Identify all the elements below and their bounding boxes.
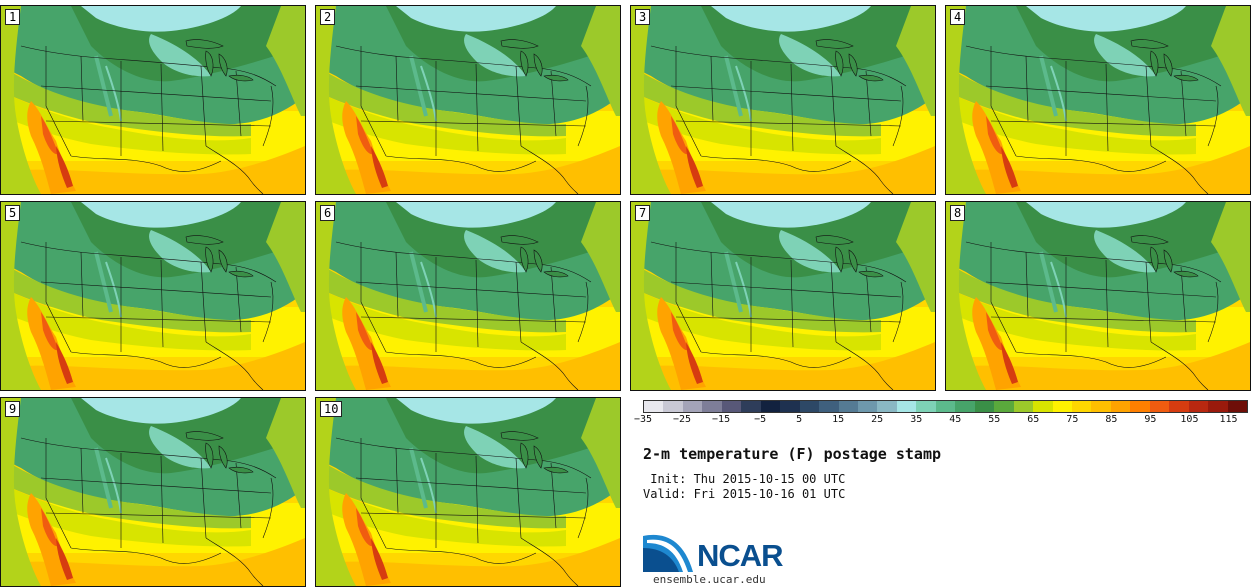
colorbar-cell bbox=[682, 401, 703, 412]
colorbar-cell bbox=[1091, 401, 1111, 412]
colorbar-cell bbox=[819, 401, 839, 412]
init-time: Init: Thu 2015-10-15 00 UTC bbox=[643, 472, 846, 486]
member-label: 3 bbox=[635, 9, 651, 25]
colorbar-tick-label: 65 bbox=[1027, 414, 1040, 425]
colorbar-tick-label: 5 bbox=[796, 414, 803, 425]
temperature-map bbox=[1, 6, 305, 194]
member-label: 5 bbox=[5, 205, 21, 221]
colorbar-cell bbox=[994, 401, 1014, 412]
colorbar-tick-label: 35 bbox=[910, 414, 923, 425]
temperature-map bbox=[631, 6, 935, 194]
map-panel-9: 9 bbox=[0, 397, 306, 587]
map-panel-6: 6 bbox=[315, 201, 621, 391]
colorbar-cell bbox=[741, 401, 761, 412]
temperature-map bbox=[316, 398, 620, 586]
colorbar-cell bbox=[760, 401, 781, 412]
member-label: 7 bbox=[635, 205, 651, 221]
colorbar-cell bbox=[1052, 401, 1072, 412]
colorbar-cell bbox=[1208, 401, 1228, 412]
map-panel-1: 1 bbox=[0, 5, 306, 195]
colorbar-tick-label: −15 bbox=[712, 414, 731, 425]
colorbar-cell bbox=[935, 401, 956, 412]
colorbar-cell bbox=[1013, 401, 1034, 412]
colorbar-cell bbox=[877, 401, 897, 412]
temperature-map bbox=[1, 202, 305, 390]
member-label: 1 bbox=[5, 9, 21, 25]
map-panel-7: 7 bbox=[630, 201, 936, 391]
colorbar-cell bbox=[721, 401, 742, 412]
member-label: 8 bbox=[950, 205, 966, 221]
colorbar-cell bbox=[1110, 401, 1131, 412]
run-info: Init: Thu 2015-10-15 00 UTC Valid: Fri 2… bbox=[643, 472, 845, 502]
member-label: 2 bbox=[320, 9, 336, 25]
temperature-map bbox=[316, 202, 620, 390]
map-panel-3: 3 bbox=[630, 5, 936, 195]
colorbar-cell bbox=[1149, 401, 1170, 412]
colorbar-tick-label: −25 bbox=[673, 414, 692, 425]
colorbar-cell bbox=[1130, 401, 1150, 412]
colorbar-cell bbox=[1033, 401, 1053, 412]
colorbar-tick-label: −35 bbox=[633, 414, 653, 425]
colorbar-tick-label: 55 bbox=[988, 414, 1001, 425]
member-label: 10 bbox=[320, 401, 343, 417]
colorbar-cell bbox=[857, 401, 878, 412]
colorbar-cell bbox=[780, 401, 800, 412]
member-label: 6 bbox=[320, 205, 336, 221]
colorbar-cell bbox=[916, 401, 936, 412]
colorbar-tick-label: −5 bbox=[754, 414, 767, 425]
colorbar-cell bbox=[838, 401, 858, 412]
temperature-colorbar bbox=[643, 400, 1248, 413]
map-panel-4: 4 bbox=[945, 5, 1251, 195]
member-label: 9 bbox=[5, 401, 21, 417]
member-label: 4 bbox=[950, 9, 966, 25]
ncar-logo-text: NCAR bbox=[697, 538, 784, 573]
map-panel-8: 8 bbox=[945, 201, 1251, 391]
colorbar-cell bbox=[1188, 401, 1209, 412]
map-panel-5: 5 bbox=[0, 201, 306, 391]
ensemble-url: ensemble.ucar.edu bbox=[653, 573, 766, 586]
valid-time: Valid: Fri 2015-10-16 01 UTC bbox=[643, 487, 846, 501]
colorbar-tick-label: 45 bbox=[949, 414, 962, 425]
colorbar-tick-label: 115 bbox=[1219, 414, 1238, 425]
colorbar-tick-label: 15 bbox=[832, 414, 845, 425]
colorbar-cell bbox=[1227, 401, 1248, 412]
colorbar-tick-label: 105 bbox=[1180, 414, 1199, 425]
colorbar-tick-label: 75 bbox=[1066, 414, 1079, 425]
colorbar-ticks: −35 −25 −15 −5 5 15 25 35 45 55 65 75 85 95 105 115 bbox=[634, 414, 1248, 428]
map-panel-2: 2 bbox=[315, 5, 621, 195]
temperature-map bbox=[631, 202, 935, 390]
colorbar-cell bbox=[702, 401, 722, 412]
colorbar-tick-label: 95 bbox=[1144, 414, 1157, 425]
temperature-map bbox=[946, 202, 1250, 390]
map-panel-10: 10 bbox=[315, 397, 621, 587]
chart-title: 2-m temperature (F) postage stamp bbox=[643, 445, 942, 463]
colorbar-cell bbox=[799, 401, 820, 412]
colorbar-tick-label: 85 bbox=[1105, 414, 1118, 425]
ncar-logo-icon bbox=[643, 534, 693, 572]
colorbar-cell bbox=[896, 401, 917, 412]
temperature-map bbox=[946, 6, 1250, 194]
colorbar-cell bbox=[663, 401, 683, 412]
colorbar-tick-label: 25 bbox=[871, 414, 884, 425]
temperature-map bbox=[316, 6, 620, 194]
colorbar-cell bbox=[955, 401, 975, 412]
colorbar-cell bbox=[974, 401, 995, 412]
colorbar-cell bbox=[1169, 401, 1189, 412]
temperature-map bbox=[1, 398, 305, 586]
colorbar-cell bbox=[1071, 401, 1092, 412]
colorbar-cell bbox=[644, 401, 664, 412]
